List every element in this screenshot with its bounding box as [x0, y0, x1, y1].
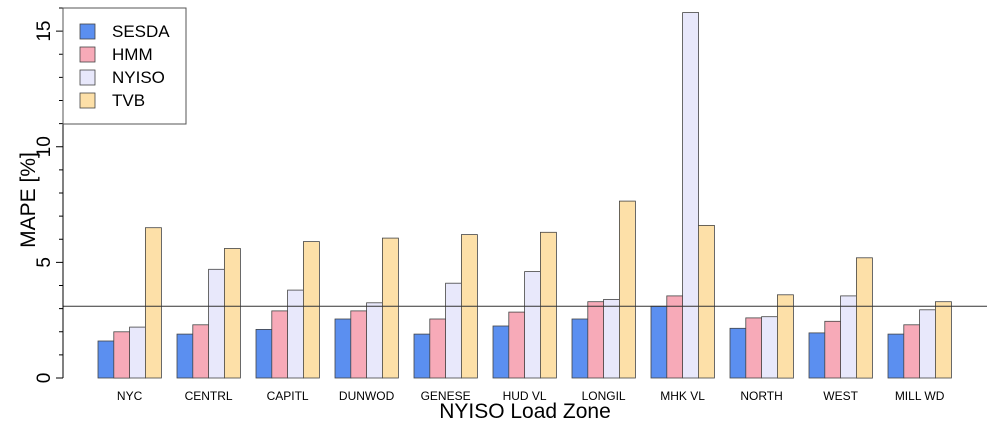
y-axis: 0 5 10 15 — [34, 7, 64, 384]
bar-tvb-6 — [619, 200, 636, 379]
bar-nyiso-1 — [208, 268, 226, 379]
bar-hmm-0 — [113, 331, 131, 379]
x-tick-label: GENESE — [421, 389, 471, 403]
x-tick-label: NYC — [117, 389, 143, 403]
x-tick-label: WEST — [823, 389, 858, 403]
bar-nyiso-9 — [840, 295, 857, 379]
bar-tvb-9 — [856, 257, 873, 379]
bar-hmm-9 — [824, 320, 842, 379]
y-tick-label: 10 — [34, 136, 55, 157]
legend-label-hmm: HMM — [112, 45, 153, 64]
x-tick-label: MHK VL — [660, 389, 705, 403]
bar-nyiso-4 — [445, 282, 463, 379]
x-tick-label: MILL WD — [895, 389, 945, 403]
bars-group — [97, 12, 952, 379]
x-tick-label: NORTH — [740, 389, 782, 403]
bar-nyiso-8 — [761, 316, 778, 379]
y-tick-label: 5 — [34, 257, 55, 268]
bar-hmm-6 — [587, 301, 605, 379]
legend-label-tvb: TVB — [112, 91, 145, 110]
bar-sesda-2 — [255, 328, 273, 379]
bar-sesda-4 — [413, 333, 431, 379]
legend-label-nyiso: NYISO — [112, 68, 165, 87]
bar-nyiso-0 — [129, 326, 147, 379]
bar-tvb-10 — [935, 301, 952, 379]
legend-label-sesda: SESDA — [112, 22, 170, 41]
bar-tvb-5 — [540, 231, 557, 379]
bar-tvb-8 — [777, 294, 794, 379]
legend-swatch-sesda — [79, 23, 96, 40]
bar-tvb-3 — [381, 237, 399, 379]
bar-sesda-3 — [334, 318, 352, 379]
bar-nyiso-10 — [919, 309, 936, 379]
bar-tvb-1 — [223, 248, 241, 379]
x-tick-label: CAPITL — [267, 389, 309, 403]
legend-swatch-hmm — [79, 46, 96, 63]
legend: SESDA HMM NYISO TVB — [62, 7, 187, 125]
y-tick-label: 15 — [34, 21, 55, 42]
bar-sesda-6 — [571, 318, 589, 379]
bar-nyiso-3 — [366, 302, 384, 379]
bar-sesda-7 — [650, 305, 668, 379]
x-tick-label: HUD VL — [503, 389, 547, 403]
bar-hmm-4 — [429, 318, 447, 379]
x-tick-label: LONGIL — [582, 389, 626, 403]
y-tick-label: 0 — [34, 373, 55, 384]
bar-nyiso-7 — [682, 12, 699, 379]
x-tick-label: DUNWOD — [339, 389, 395, 403]
bar-hmm-2 — [271, 310, 289, 379]
x-axis-title: NYISO Load Zone — [439, 400, 611, 423]
bar-nyiso-2 — [287, 289, 305, 379]
bar-hmm-8 — [745, 317, 763, 379]
x-tick-labels: NYC CENTRL CAPITL DUNWOD GENESE HUD VL LONGIL M… — [117, 389, 945, 403]
bar-sesda-10 — [887, 333, 905, 379]
bar-hmm-10 — [903, 324, 921, 379]
bar-sesda-8 — [729, 327, 747, 379]
bar-sesda-5 — [492, 325, 510, 379]
legend-swatch-tvb — [79, 92, 96, 109]
bar-tvb-2 — [302, 241, 320, 379]
bar-tvb-7 — [698, 224, 715, 379]
bar-hmm-1 — [192, 324, 210, 379]
y-axis-title: MAPE [%] — [17, 152, 40, 248]
legend-swatch-nyiso — [79, 69, 96, 86]
x-tick-label: CENTRL — [185, 389, 233, 403]
bar-sesda-0 — [97, 340, 115, 379]
bar-hmm-3 — [350, 310, 368, 379]
bar-nyiso-5 — [524, 271, 541, 379]
bar-tvb-0 — [144, 227, 162, 379]
bar-hmm-7 — [666, 295, 684, 379]
bar-sesda-1 — [176, 333, 194, 379]
bar-sesda-9 — [808, 332, 826, 379]
bar-nyiso-6 — [603, 298, 620, 379]
bar-hmm-5 — [508, 311, 526, 379]
